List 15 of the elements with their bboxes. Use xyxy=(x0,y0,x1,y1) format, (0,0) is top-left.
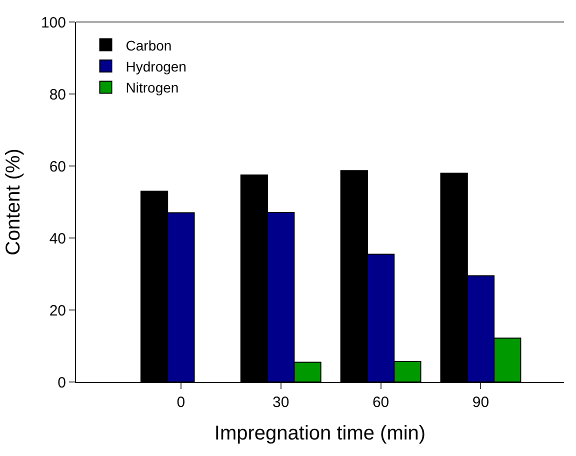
legend-label: Carbon xyxy=(126,37,172,54)
legend-label: Hydrogen xyxy=(126,58,186,74)
y-tick-label: 40 xyxy=(49,230,66,248)
x-tick-label: 60 xyxy=(372,394,390,411)
legend-label: Nitrogen xyxy=(126,80,179,96)
x-tick-label: 0 xyxy=(176,394,186,411)
x-axis-title: Impregnation time (min) xyxy=(214,422,426,444)
x-tick-label: 90 xyxy=(472,394,490,411)
x-tick-label: 30 xyxy=(272,394,290,411)
y-tick-label: 60 xyxy=(49,158,66,176)
y-tick-label: 100 xyxy=(40,14,66,32)
y-tick-label: 0 xyxy=(58,374,66,392)
y-tick-label: 80 xyxy=(49,86,66,104)
y-axis-title: Content (%) xyxy=(2,148,24,256)
y-tick-label: 20 xyxy=(49,302,66,320)
